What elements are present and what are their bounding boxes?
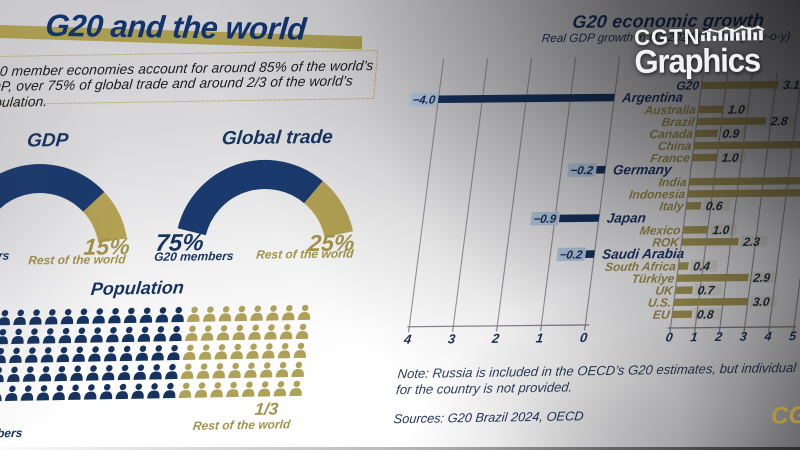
svg-text:−0.2: −0.2 xyxy=(559,249,584,261)
svg-text:3.1: 3.1 xyxy=(782,78,800,92)
svg-text:0.9: 0.9 xyxy=(722,127,741,141)
svg-text:0: 0 xyxy=(579,330,589,345)
svg-text:0.7: 0.7 xyxy=(697,283,717,297)
svg-text:−4.0: −4.0 xyxy=(412,95,437,107)
svg-text:2: 2 xyxy=(713,330,723,344)
svg-text:France: France xyxy=(650,151,691,165)
svg-text:3.0: 3.0 xyxy=(752,295,771,309)
svg-text:0.6: 0.6 xyxy=(705,199,724,213)
svg-text:1: 1 xyxy=(535,330,544,345)
svg-text:0.4: 0.4 xyxy=(692,259,711,273)
svg-text:−0.9: −0.9 xyxy=(533,214,558,226)
svg-text:2.9: 2.9 xyxy=(752,271,772,285)
svg-text:−0.2: −0.2 xyxy=(570,165,595,177)
svg-text:1: 1 xyxy=(690,330,699,344)
svg-text:Italy: Italy xyxy=(659,199,686,213)
svg-text:G20: G20 xyxy=(675,79,700,93)
svg-text:3: 3 xyxy=(739,330,748,344)
svg-text:3: 3 xyxy=(447,331,457,346)
svg-text:1.0: 1.0 xyxy=(721,151,740,165)
svg-text:EU: EU xyxy=(652,308,671,322)
svg-text:2.8: 2.8 xyxy=(769,114,789,128)
svg-text:2.3: 2.3 xyxy=(741,235,761,249)
svg-text:5: 5 xyxy=(788,329,798,343)
svg-text:0: 0 xyxy=(665,331,674,345)
svg-text:ROK: ROK xyxy=(651,235,681,249)
svg-text:1.0: 1.0 xyxy=(727,102,746,116)
svg-text:4: 4 xyxy=(402,332,413,347)
svg-text:0.8: 0.8 xyxy=(696,307,715,321)
svg-text:4: 4 xyxy=(763,330,773,344)
svg-text:1.0: 1.0 xyxy=(712,223,731,237)
svg-text:2: 2 xyxy=(490,331,501,346)
